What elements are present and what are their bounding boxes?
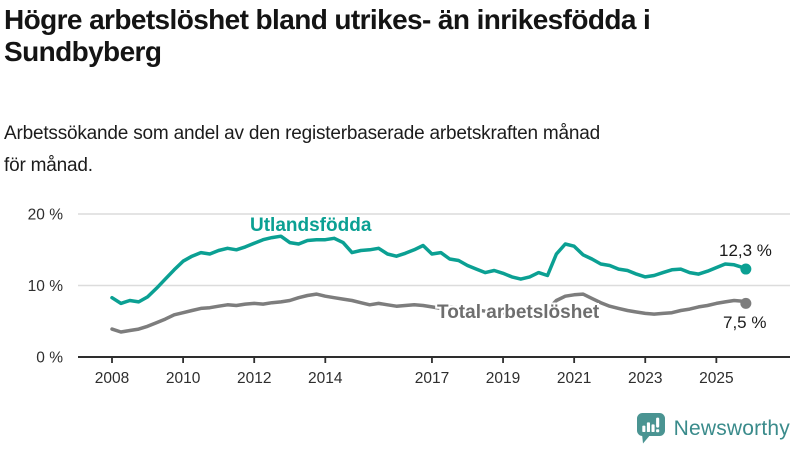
newsworthy-logo: Newsworthy — [636, 412, 790, 445]
series-line-utlandsfodda — [110, 234, 748, 306]
x-axis-tick-label: 2017 — [415, 370, 449, 387]
bar-chart-speech-bubble-icon — [636, 413, 665, 444]
series-label-utlandsfodda: Utlandsfödda — [250, 215, 372, 236]
page-title: Högre arbetslöshet bland utrikes- än inr… — [4, 4, 651, 68]
newsworthy-logo-text: Newsworthy — [673, 416, 790, 440]
x-axis-tick-label: 2008 — [95, 370, 129, 387]
x-axis-tick-label: 2012 — [237, 370, 271, 387]
series-end-dot-total-arbetsloshet — [740, 297, 752, 309]
series-end-dot-utlandsfodda — [740, 263, 752, 275]
x-axis-tick-label: 2019 — [486, 370, 520, 387]
x-axis-tick-label: 2010 — [166, 370, 201, 387]
x-axis-tick-label: 2021 — [557, 370, 591, 387]
y-axis-tick-label: 20 % — [28, 207, 64, 224]
series-line-total-arbetsloshet — [110, 292, 748, 334]
series-label-total-arbetsloshet: Total arbetslöshet — [437, 302, 600, 323]
y-axis-tick-label: 10 % — [28, 278, 64, 295]
end-value-label-utlandsfodda: 12,3 % — [719, 241, 772, 260]
y-axis-tick-label: 0 % — [36, 350, 63, 367]
chart-subtitle: Arbetssökande som andel av den registerb… — [4, 123, 601, 177]
end-value-label-total: 7,5 % — [723, 313, 767, 332]
x-axis-tick-label: 2025 — [699, 370, 733, 387]
line-chart: 0 % 10 % 20 % 2008 2010 2012 2014 2017 2019 2021 2… — [28, 207, 790, 387]
x-axis-tick-label: 2014 — [308, 370, 343, 387]
x-axis-tick-label: 2023 — [628, 370, 662, 387]
